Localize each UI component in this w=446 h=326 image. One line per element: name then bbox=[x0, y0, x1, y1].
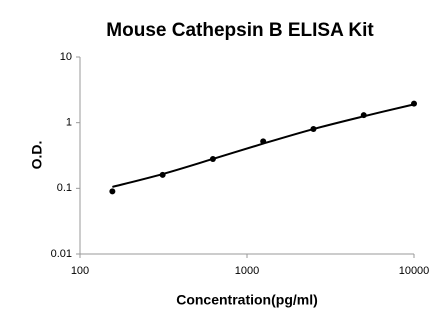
chart-title: Mouse Cathepsin B ELISA Kit bbox=[106, 20, 374, 41]
data-point bbox=[109, 188, 116, 195]
x-axis-title: Concentration(pg/ml) bbox=[176, 292, 318, 308]
x-tick-label: 100 bbox=[71, 265, 89, 277]
x-tick-label: 10000 bbox=[399, 265, 430, 277]
fit-curve bbox=[112, 103, 415, 188]
y-tick-label: 1 bbox=[66, 117, 72, 129]
y-axis-title: O.D. bbox=[29, 141, 45, 170]
y-tick-label: 0.1 bbox=[57, 182, 72, 194]
y-tick-label: 0.01 bbox=[51, 248, 72, 260]
y-tick-label: 10 bbox=[60, 51, 72, 63]
x-tick-label: 1000 bbox=[235, 265, 259, 277]
